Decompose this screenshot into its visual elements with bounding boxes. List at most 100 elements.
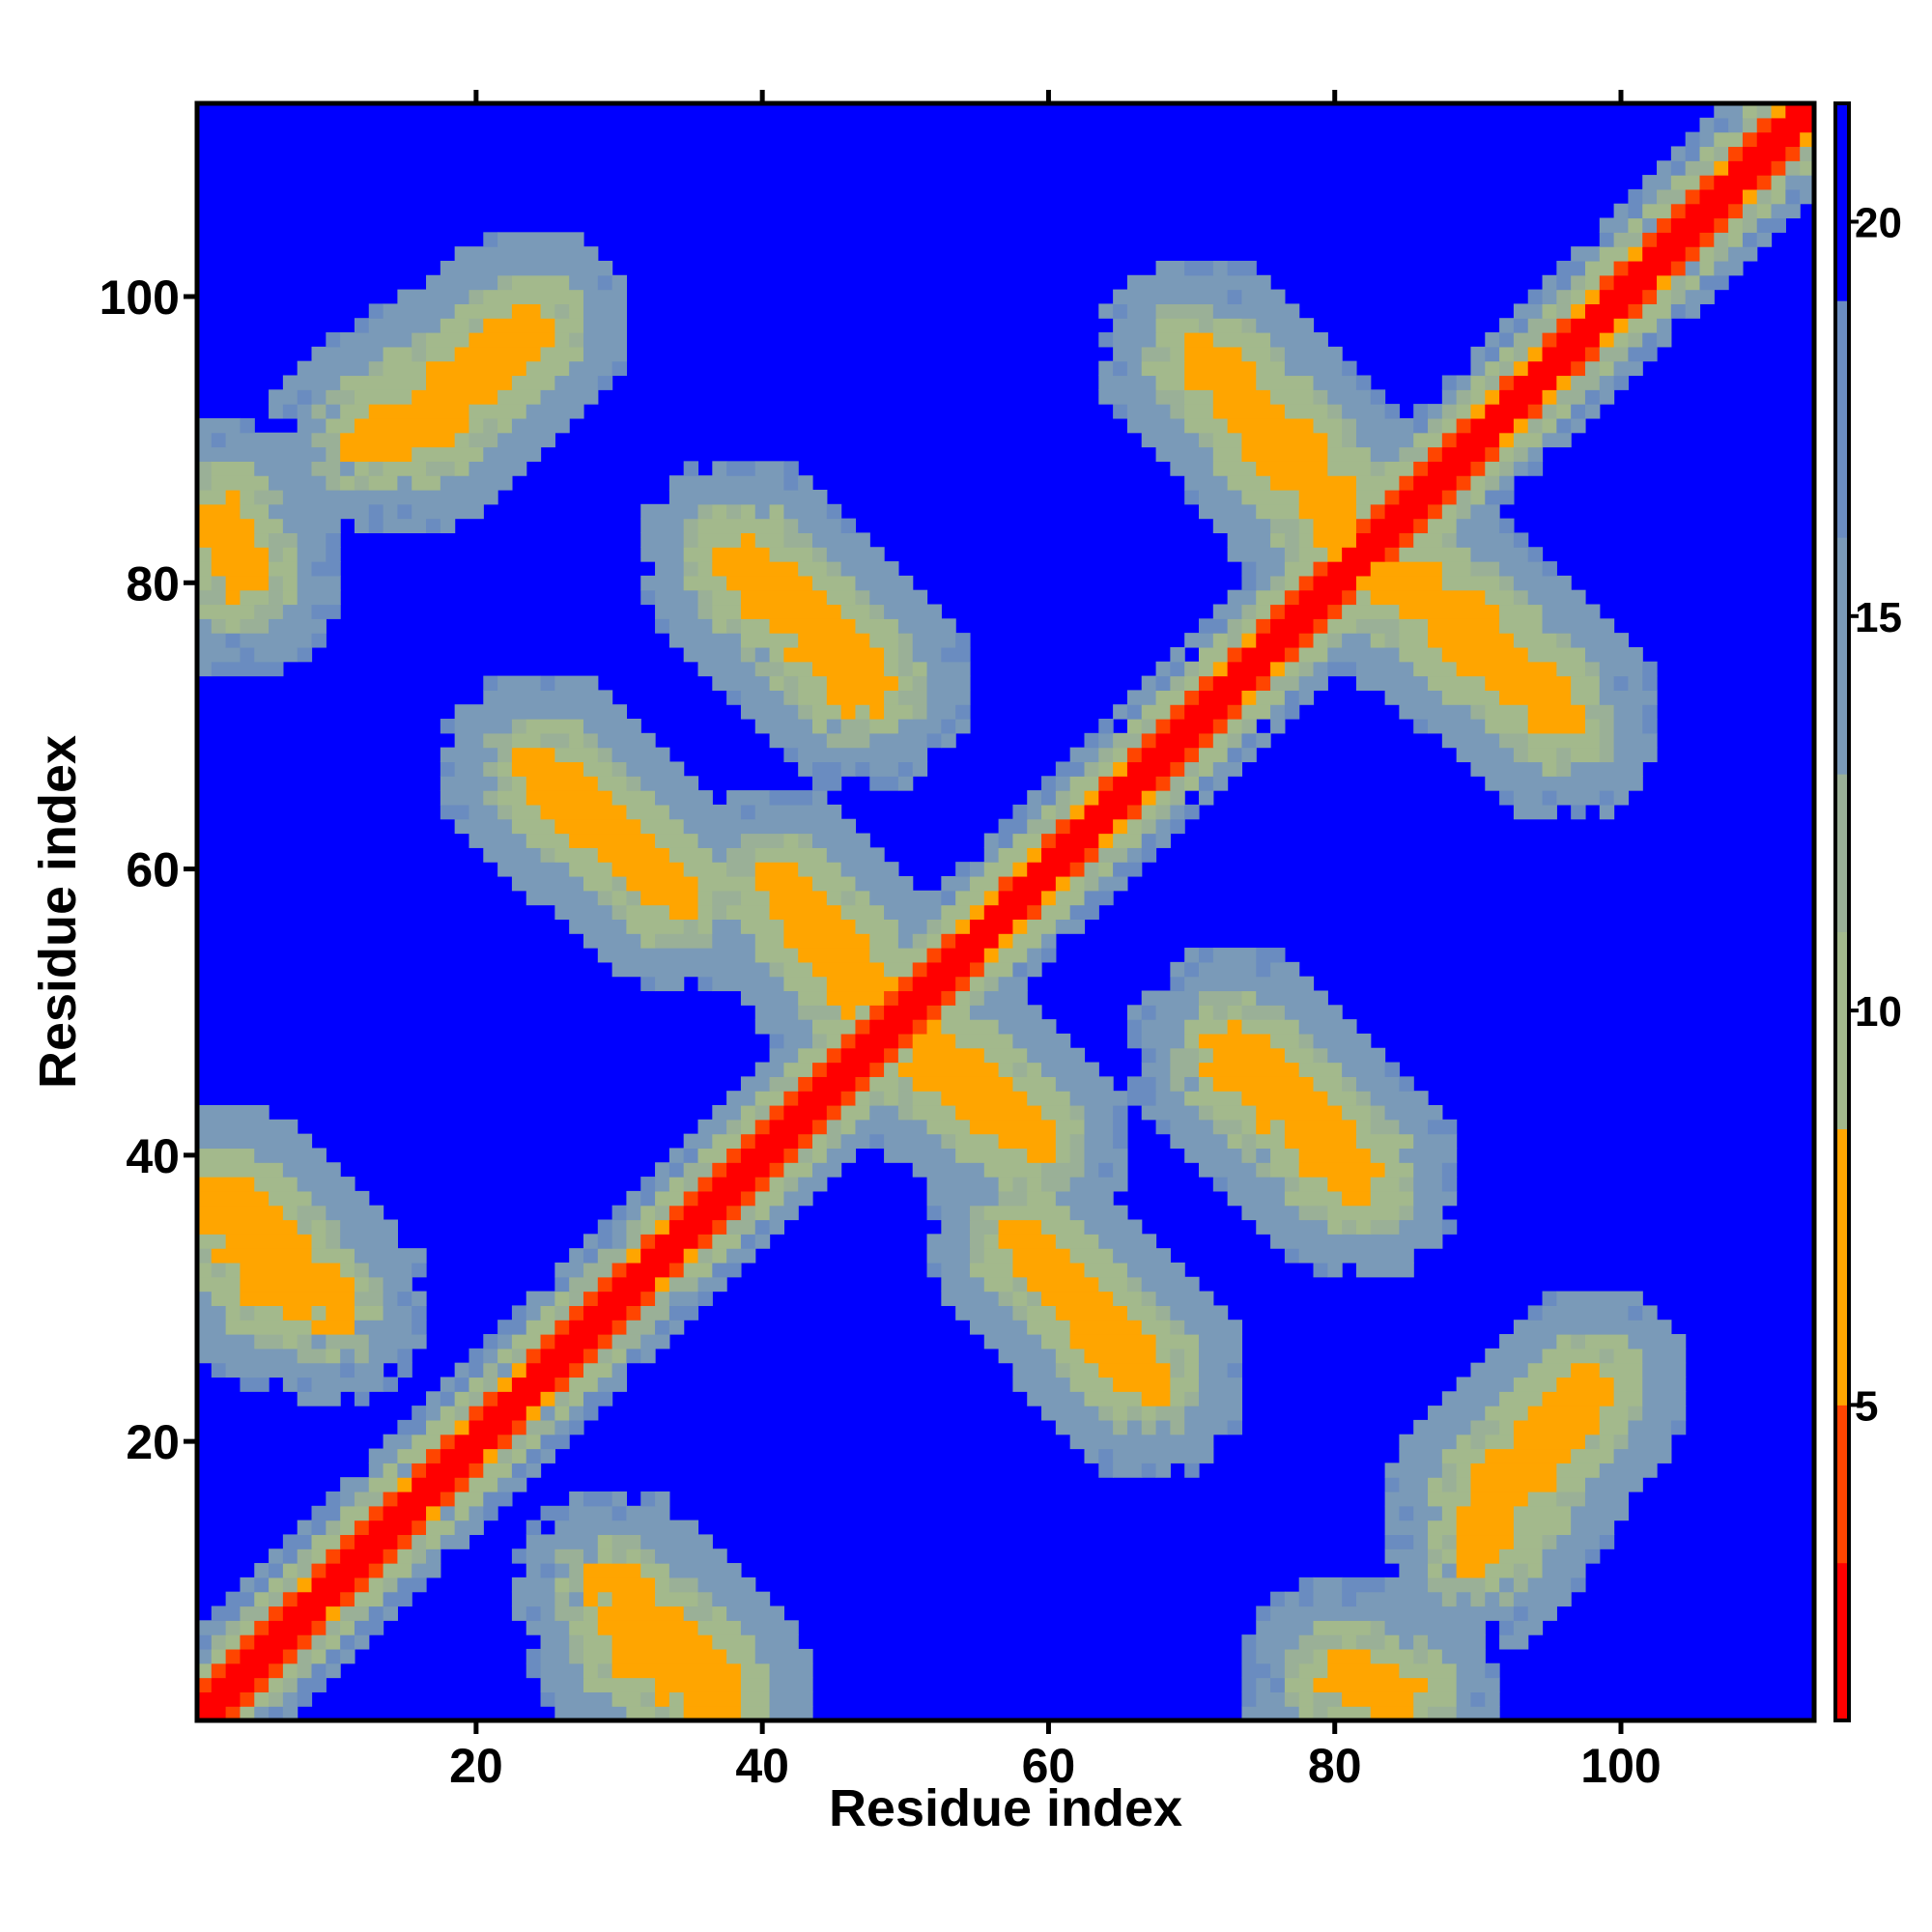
heatmap-cell [1313, 532, 1357, 548]
heatmap-cell [1628, 1434, 1672, 1450]
heatmap-cell [1742, 117, 1758, 133]
heatmap-cell [1270, 575, 1286, 591]
heatmap-cell [582, 732, 599, 749]
heatmap-cell [1298, 503, 1357, 520]
heatmap-cell [955, 1104, 1042, 1121]
heatmap-cell [454, 461, 470, 476]
heatmap-cell [1441, 646, 1529, 663]
heatmap-cell [983, 1205, 1071, 1221]
heatmap-cell [1384, 1162, 1414, 1178]
heatmap-cell [955, 1305, 1014, 1321]
heatmap-cell [1198, 1104, 1214, 1121]
heatmap-cell [269, 1605, 284, 1621]
heatmap-cell [1441, 732, 1500, 749]
heatmap-cell [554, 1520, 699, 1536]
heatmap-cell [569, 1362, 584, 1378]
heatmap-cell [798, 704, 813, 720]
heatmap-cell [354, 1348, 370, 1364]
heatmap-cell [1212, 661, 1229, 677]
heatmap-cell [1227, 1177, 1286, 1192]
heatmap-cell [1212, 1076, 1315, 1092]
heatmap-cell [1599, 332, 1615, 348]
heatmap-cell [1657, 289, 1672, 304]
heatmap-cell [926, 1119, 971, 1135]
heatmap-cell [540, 1634, 570, 1650]
heatmap-cell [783, 675, 799, 691]
heatmap-cell [1298, 1634, 1343, 1650]
heatmap-cell [326, 1605, 341, 1621]
heatmap-cell [712, 604, 742, 619]
heatmap-cell [1069, 1248, 1114, 1264]
heatmap-cell [941, 719, 956, 734]
heatmap-cell [383, 1291, 398, 1306]
heatmap-cell [1613, 332, 1630, 348]
heatmap-cell [640, 818, 685, 835]
heatmap-cell [1327, 1648, 1372, 1664]
heatmap-cell [397, 1491, 441, 1507]
heatmap-cell [812, 1133, 828, 1150]
heatmap-cell [1212, 675, 1257, 691]
heatmap-cell [511, 1348, 527, 1364]
heatmap-cell [1499, 461, 1515, 476]
heatmap-cell [697, 1577, 756, 1593]
heatmap-cell [1298, 1162, 1386, 1178]
heatmap-cell [1513, 318, 1529, 333]
heatmap-cell [483, 318, 555, 333]
heatmap-cell [783, 690, 799, 705]
heatmap-cell [440, 747, 498, 763]
heatmap-cell [1284, 1691, 1300, 1707]
heatmap-cell [1699, 175, 1715, 190]
heatmap-cell [1642, 1348, 1687, 1364]
heatmap-cell [1184, 961, 1200, 978]
heatmap-cell [554, 1320, 570, 1335]
heatmap-cell [1542, 332, 1557, 348]
heatmap-cell [297, 360, 370, 377]
heatmap-cell [340, 404, 370, 419]
heatmap-cell [611, 1648, 727, 1664]
heatmap-cell [1113, 360, 1128, 377]
heatmap-cell [826, 1047, 842, 1064]
heatmap-cell [1342, 360, 1357, 377]
heatmap-cell [1084, 1162, 1099, 1178]
heatmap-cell [769, 503, 784, 520]
heatmap-cell [998, 933, 1013, 949]
heatmap-cell [211, 661, 284, 677]
heatmap-cell [1355, 575, 1443, 591]
heatmap-cell [326, 1563, 370, 1578]
heatmap-cell [282, 1534, 313, 1549]
heatmap-cell [611, 1205, 628, 1221]
heatmap-cell [1055, 790, 1071, 806]
heatmap-cell [1527, 547, 1544, 562]
heatmap-cell [540, 847, 555, 863]
heatmap-cell [983, 961, 1014, 978]
heatmap-cell [1027, 1148, 1057, 1163]
heatmap-cell [412, 1477, 456, 1492]
heatmap-cell [1069, 1205, 1128, 1221]
heatmap-cell [197, 1305, 227, 1321]
heatmap-cell [668, 1691, 685, 1707]
colorbar-segment [1835, 300, 1849, 538]
colorbar-segment [1835, 774, 1849, 932]
heatmap-cell [1069, 818, 1114, 835]
heatmap-cell [368, 475, 398, 491]
heatmap-cell [1141, 747, 1185, 763]
heatmap-cell [1742, 217, 1758, 233]
heatmap-cell [912, 961, 928, 978]
heatmap-cell [1256, 1648, 1286, 1664]
heatmap-cell [540, 1677, 584, 1692]
heatmap-cell [955, 990, 971, 1006]
heatmap-cell [1355, 1076, 1400, 1092]
heatmap-cell [1384, 1463, 1443, 1478]
heatmap-cell [1556, 375, 1572, 390]
heatmap-cell [354, 417, 470, 434]
heatmap-cell [1327, 1262, 1343, 1278]
heatmap-cell [1227, 1005, 1243, 1020]
heatmap-cell [1041, 1406, 1099, 1421]
heatmap-cell [1027, 961, 1042, 978]
heatmap-cell [269, 1190, 313, 1207]
heatmap-cell [1084, 790, 1099, 806]
heatmap-cell [1126, 1262, 1185, 1278]
heatmap-cell [383, 518, 427, 534]
heatmap-cell [798, 1177, 828, 1192]
heatmap-cell [1370, 1706, 1414, 1721]
